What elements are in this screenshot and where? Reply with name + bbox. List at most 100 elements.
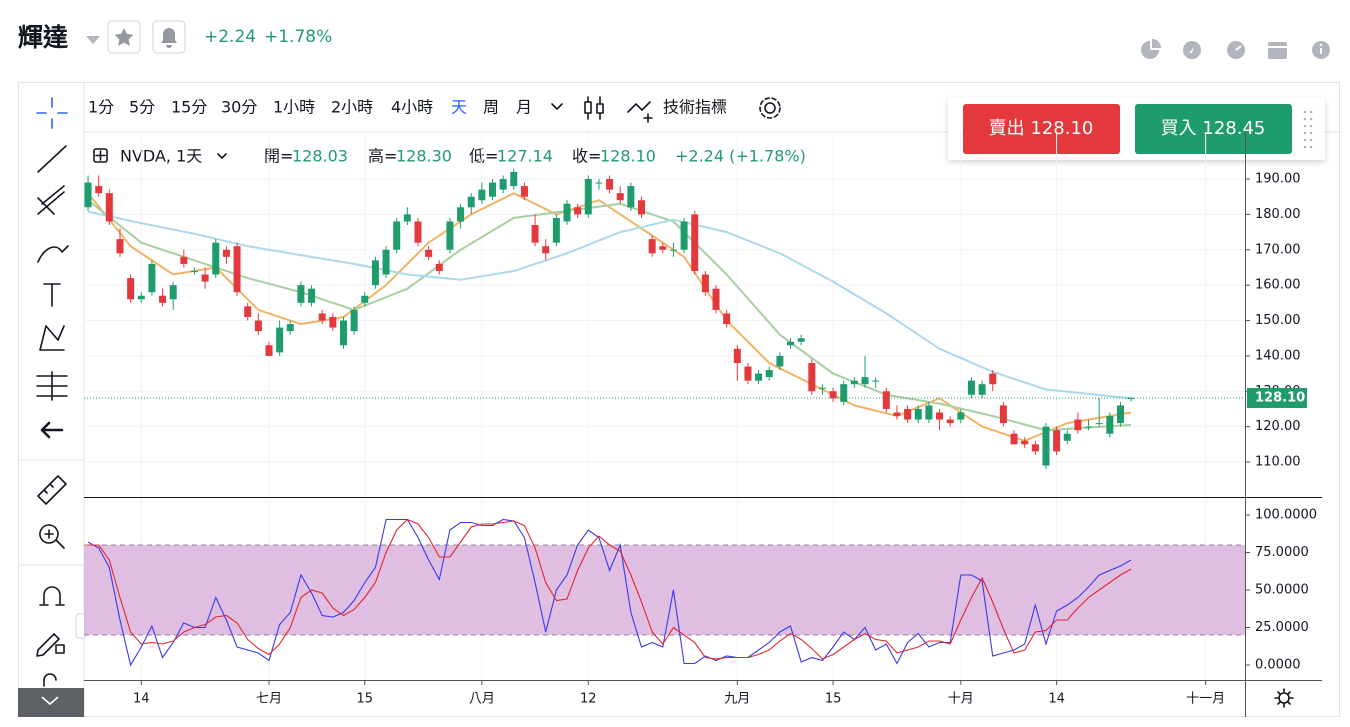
- candle-body: [137, 295, 145, 300]
- text-tool[interactable]: [43, 283, 61, 307]
- symbol-dropdown[interactable]: [217, 153, 227, 159]
- grip[interactable]: [1303, 110, 1313, 149]
- candle-body: [510, 171, 518, 187]
- y-tick-label: 180.00: [1255, 207, 1301, 222]
- x-tick-label: 十一月: [1186, 692, 1225, 707]
- legend-label: 開=: [264, 147, 293, 166]
- candle-body: [787, 341, 795, 346]
- x-tick-label: 15: [357, 692, 374, 707]
- candle-body: [467, 196, 475, 208]
- ruler-tool[interactable]: [37, 475, 67, 505]
- chart-type-button[interactable]: [584, 96, 604, 120]
- candle-body: [936, 412, 944, 420]
- candle-body: [595, 182, 603, 184]
- candle-body: [371, 260, 379, 286]
- legend-label: 低=: [469, 147, 498, 166]
- crosshair-tool[interactable]: [36, 97, 68, 129]
- indicators-button[interactable]: 技術指標: [663, 98, 727, 117]
- sell-label: 賣出 128.10: [989, 118, 1094, 139]
- candle-body: [1116, 405, 1124, 424]
- y-tick-label: 110.00: [1255, 455, 1301, 470]
- drawing-tools: [36, 97, 69, 687]
- y-tick-label: 75.0000: [1255, 545, 1309, 560]
- sell-button[interactable]: [963, 104, 1120, 154]
- name-dropdown[interactable]: [86, 36, 100, 44]
- legend-symbol[interactable]: NVDA, 1天: [120, 147, 202, 166]
- legend-toggle[interactable]: [93, 148, 108, 163]
- interval-button[interactable]: 30分: [221, 98, 257, 117]
- candle-body: [1074, 419, 1082, 431]
- back-tool[interactable]: [40, 421, 64, 439]
- buy-button[interactable]: [1135, 104, 1292, 154]
- candle-body: [967, 380, 975, 395]
- candle-body: [1021, 440, 1029, 445]
- candle-body: [180, 256, 188, 264]
- legend-value: 128.10: [600, 147, 656, 166]
- more-intervals[interactable]: [551, 103, 563, 110]
- measure-tool[interactable]: [36, 371, 68, 401]
- alert-button[interactable]: [152, 20, 186, 54]
- legend-change: +2.24 (+1.78%): [675, 147, 806, 166]
- interval-button[interactable]: 5分: [129, 98, 155, 117]
- candle-body: [350, 309, 358, 332]
- fib-tool[interactable]: [37, 185, 65, 215]
- candle-body: [733, 348, 741, 363]
- candle-body: [723, 313, 731, 325]
- candle-body: [659, 246, 667, 250]
- zoom-tool[interactable]: [39, 524, 65, 549]
- y-tick-label: 25.0000: [1255, 620, 1309, 635]
- interval-button[interactable]: 1小時: [273, 98, 315, 117]
- candle-body: [403, 214, 411, 222]
- indicator-icon[interactable]: [627, 101, 653, 123]
- pie-icon[interactable]: [1141, 39, 1161, 59]
- candle-body: [95, 186, 103, 194]
- favorite-button[interactable]: [107, 20, 141, 54]
- interval-button[interactable]: 月: [516, 98, 532, 117]
- candle-body: [233, 246, 241, 293]
- interval-button[interactable]: 天: [451, 98, 467, 117]
- y-tick-label: 120.00: [1255, 419, 1301, 434]
- header-icon-details: [1189, 44, 1322, 54]
- interval-button[interactable]: 1分: [88, 98, 114, 117]
- interval-button[interactable]: 2小時: [331, 98, 373, 117]
- price-tag-label: 128.10: [1255, 390, 1305, 405]
- candle-body: [925, 405, 933, 420]
- legend-value: 128.30: [396, 147, 452, 166]
- axis-settings[interactable]: [1274, 688, 1294, 708]
- stock-name: 輝達: [18, 23, 69, 52]
- band: [84, 544, 1245, 635]
- candle-body: [627, 186, 635, 208]
- x-tick-label: 九月: [724, 692, 750, 707]
- candle-body: [1085, 426, 1093, 428]
- candle-body: [776, 355, 784, 367]
- candle-body: [563, 203, 571, 222]
- candle-body: [1010, 433, 1018, 445]
- candle-body: [904, 408, 912, 420]
- pattern-tool[interactable]: [39, 325, 65, 351]
- interval-button[interactable]: 15分: [171, 98, 207, 117]
- candle-body: [84, 182, 92, 208]
- candle-body: [755, 373, 763, 381]
- interval-button[interactable]: 周: [483, 98, 499, 117]
- candle-body: [393, 221, 401, 250]
- chart-frame: [18, 82, 1340, 717]
- magnet-tool[interactable]: [39, 586, 65, 606]
- candle-body: [1031, 444, 1039, 452]
- candle-body: [127, 278, 135, 300]
- settings-button[interactable]: [759, 97, 781, 119]
- y-tick-label: 0.0000: [1255, 657, 1301, 672]
- candle-body: [222, 249, 230, 257]
- moving-average: [87, 199, 1132, 432]
- trend-line-tool[interactable]: [37, 145, 67, 173]
- y-tick-label: 150.00: [1255, 313, 1301, 328]
- lock-draw-tool[interactable]: [36, 633, 65, 657]
- interval-button[interactable]: 4小時: [391, 98, 433, 117]
- calendar-icon[interactable]: [1268, 42, 1287, 59]
- brush-tool[interactable]: [37, 245, 69, 263]
- candle-body: [425, 249, 433, 257]
- candle-body: [159, 295, 167, 303]
- lock-tool[interactable]: [43, 673, 57, 687]
- candle-body: [254, 320, 262, 332]
- candle-body: [435, 263, 443, 271]
- x-tick-label: 14: [133, 692, 150, 707]
